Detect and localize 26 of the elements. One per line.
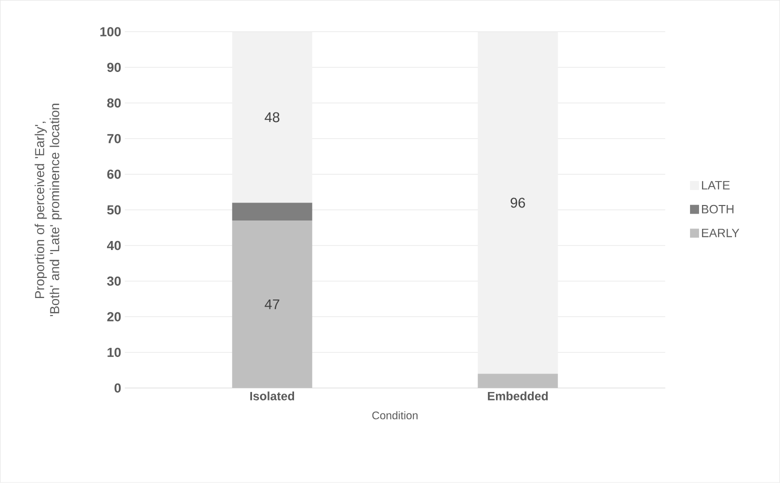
y-axis-title: Proportion of perceived 'Early', 'Both' and 'Late' prominence location xyxy=(34,104,62,316)
y-tick-label: 50 xyxy=(107,205,121,215)
y-tick-label: 90 xyxy=(107,62,121,72)
y-tick-label: 30 xyxy=(107,276,121,286)
y-tick-label: 100 xyxy=(100,27,121,36)
legend-label: LATE xyxy=(702,181,730,190)
bar xyxy=(232,202,312,221)
y-tick-label: 80 xyxy=(107,98,121,108)
data-label: 47 xyxy=(264,300,280,310)
x-tick-label: Isolated xyxy=(250,392,294,400)
bar xyxy=(478,32,558,374)
x-axis-title: Condition xyxy=(372,411,418,420)
y-tick-label: 40 xyxy=(106,240,121,250)
legend-label: EARLY xyxy=(702,228,740,238)
y-tick-label: 20 xyxy=(107,312,121,322)
bar xyxy=(478,374,558,388)
data-label: 96 xyxy=(510,198,525,208)
bar xyxy=(232,220,312,388)
legend-label: BOTH xyxy=(702,205,734,214)
y-tick-label: 0 xyxy=(114,383,121,393)
y-tick-label: 10 xyxy=(108,348,121,358)
x-tick-label: Embedded xyxy=(488,392,548,400)
y-tick-label: 60 xyxy=(107,170,121,179)
y-tick-label: 70 xyxy=(107,134,121,144)
data-label: 48 xyxy=(264,112,280,122)
bar xyxy=(232,32,312,203)
